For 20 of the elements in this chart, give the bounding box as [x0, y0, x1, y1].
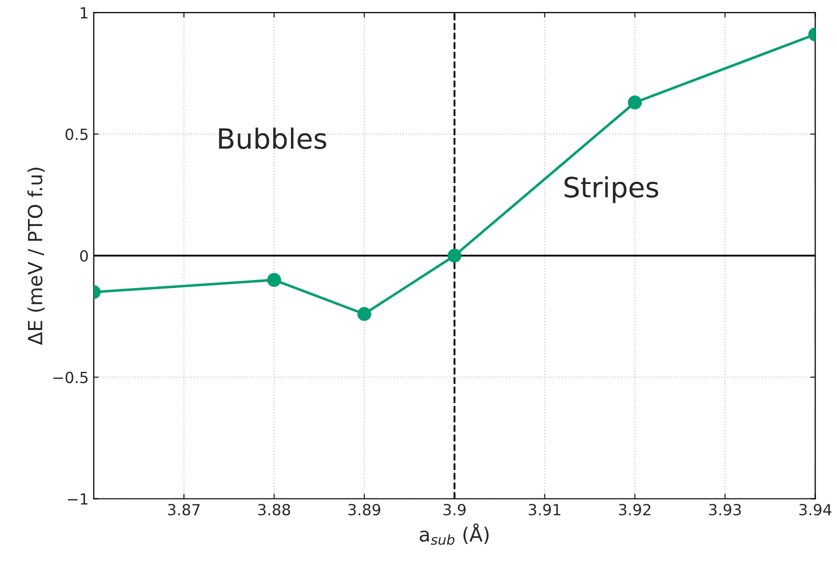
- x-tick-label: 3.89: [348, 504, 380, 516]
- x-tick-label: 3.9: [444, 504, 466, 516]
- y-tick-label: 1: [80, 7, 88, 18]
- x-tick-label: 3.87: [168, 504, 200, 516]
- x-tick-label: 3.88: [258, 504, 290, 516]
- point: [357, 307, 372, 321]
- point: [267, 273, 282, 287]
- y-tick-label: −1: [68, 493, 88, 505]
- x-tick-label: 3.92: [619, 504, 650, 516]
- x-axis-title: a$_{sub}$ (Å): [420, 523, 489, 545]
- x-tick-label: 3.91: [528, 504, 560, 516]
- point: [448, 248, 462, 263]
- annotation: Stripes: [564, 176, 658, 204]
- y-tick-label: 0: [80, 250, 88, 262]
- y-tick-label: −0.5: [53, 372, 88, 384]
- annotation: Bubbles: [219, 128, 326, 150]
- y-tick-label: 0.5: [66, 128, 88, 140]
- x-tick-label: 3.93: [709, 504, 741, 516]
- x-tick-label: 3.94: [799, 504, 832, 516]
- y-axis-title: ΔE (meV / PTO f.u): [27, 168, 45, 346]
